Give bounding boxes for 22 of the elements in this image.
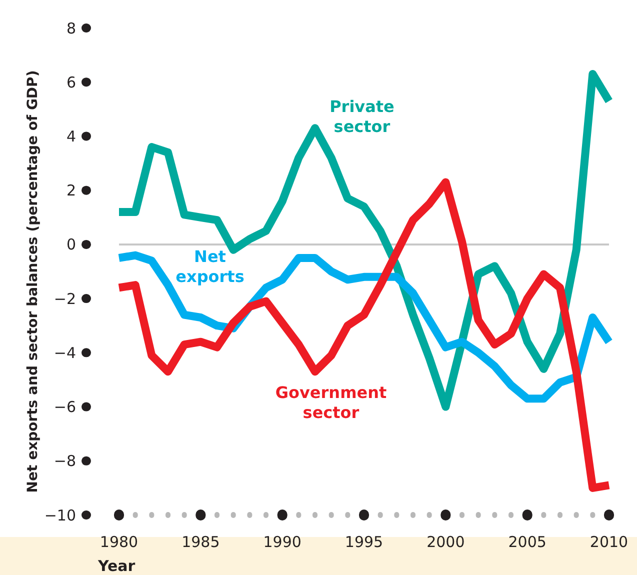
x-tick-label: 1985 <box>182 533 220 551</box>
y-tick-label: 6 <box>66 73 76 92</box>
y-tick-label: −10 <box>44 506 76 524</box>
y-tick-label: −2 <box>54 290 76 308</box>
y-axis-title: Net exports and sector balances (percentage of GDP) <box>25 70 41 493</box>
y-tick-label: −6 <box>54 398 76 416</box>
y-tick-label: −4 <box>54 344 76 362</box>
text: Government sector <box>275 383 387 422</box>
x-tick-label: 1990 <box>263 533 302 551</box>
x-tick-label: 1980 <box>100 533 138 551</box>
y-tick-label: 4 <box>66 127 76 146</box>
series-label: Net exports <box>176 247 244 286</box>
y-tick-label: 2 <box>66 182 76 200</box>
x-tick-label: 2010 <box>590 533 628 551</box>
x-tick-label: 2000 <box>426 533 465 551</box>
x-axis-title: Year <box>97 557 136 575</box>
y-tick-label: 8 <box>66 19 76 38</box>
x-tick-label: 1995 <box>344 533 384 551</box>
x-tick-label: 2005 <box>508 533 546 551</box>
y-tick-label: 0 <box>66 236 76 254</box>
y-tick-label: −8 <box>54 452 76 470</box>
series-label: Private sector <box>330 97 395 136</box>
